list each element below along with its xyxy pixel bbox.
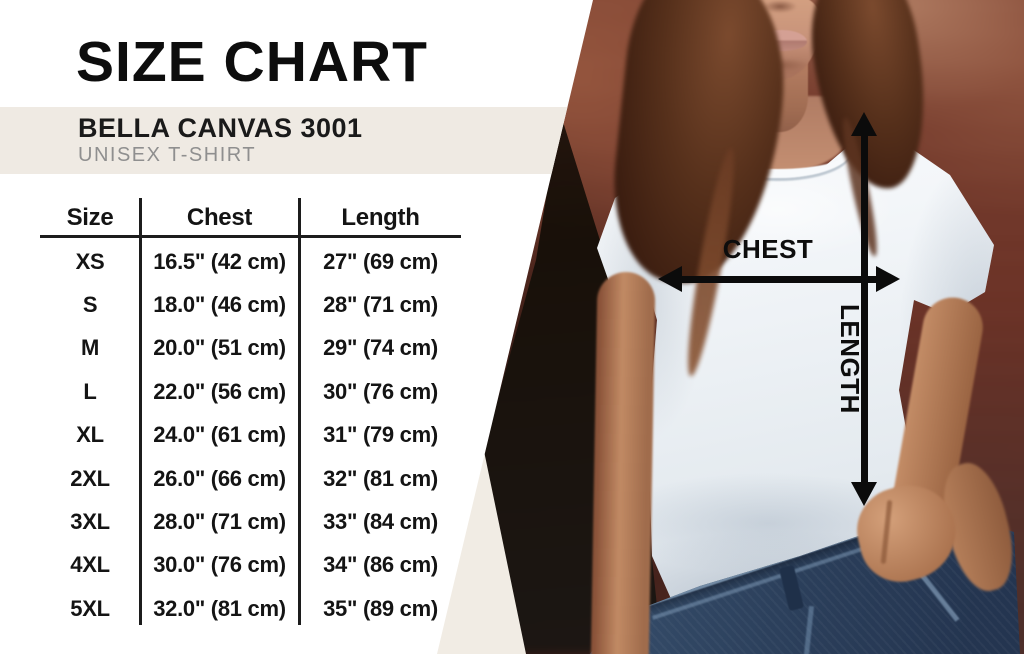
chest-arrow-line bbox=[680, 276, 878, 283]
model-left-arm bbox=[590, 271, 656, 654]
length-cell: 30" (76 cm) bbox=[323, 378, 438, 404]
length-cell: 27" (69 cm) bbox=[323, 248, 438, 274]
chest-cell: 32.0" (81 cm) bbox=[153, 595, 286, 621]
column-divider bbox=[139, 198, 142, 625]
length-cell: 34" (86 cm) bbox=[323, 552, 438, 578]
length-cell: 29" (74 cm) bbox=[323, 335, 438, 361]
size-cell: 2XL bbox=[70, 465, 110, 491]
chest-cell: 16.5" (42 cm) bbox=[153, 248, 286, 274]
table-row: 4XL 30.0" (76 cm) 34" (86 cm) bbox=[40, 544, 462, 587]
size-cell: M bbox=[80, 335, 100, 361]
chest-cell: 18.0" (46 cm) bbox=[153, 292, 286, 318]
chest-cell: 22.0" (56 cm) bbox=[153, 378, 286, 404]
size-table: XS 16.5" (42 cm) 27" (69 cm) S 18.0" (46 cm)… bbox=[40, 240, 462, 631]
size-cell: 3XL bbox=[70, 509, 110, 535]
length-cell: 28" (71 cm) bbox=[323, 292, 438, 318]
product-name: BELLA CANVAS 3001 bbox=[78, 113, 363, 144]
chest-cell: 20.0" (51 cm) bbox=[153, 335, 286, 361]
table-row: S 18.0" (46 cm) 28" (71 cm) bbox=[40, 283, 462, 326]
model-nose bbox=[763, 0, 797, 13]
chest-cell: 30.0" (76 cm) bbox=[153, 552, 286, 578]
chest-cell: 24.0" (61 cm) bbox=[153, 422, 286, 448]
product-band: BELLA CANVAS 3001 UNISEX T-SHIRT bbox=[0, 107, 582, 174]
size-cell: XL bbox=[76, 422, 104, 448]
length-cell: 35" (89 cm) bbox=[323, 595, 438, 621]
arrow-down-icon bbox=[851, 482, 877, 506]
chest-cell: 28.0" (71 cm) bbox=[153, 509, 286, 535]
arrow-left-icon bbox=[658, 266, 682, 292]
product-type: UNISEX T-SHIRT bbox=[78, 143, 257, 166]
table-row: M 20.0" (51 cm) 29" (74 cm) bbox=[40, 327, 462, 370]
table-row: XL 24.0" (61 cm) 31" (79 cm) bbox=[40, 414, 462, 457]
arrow-up-icon bbox=[851, 112, 877, 136]
table-row: L 22.0" (56 cm) 30" (76 cm) bbox=[40, 370, 462, 413]
chest-label: CHEST bbox=[722, 234, 814, 264]
table-row: XS 16.5" (42 cm) 27" (69 cm) bbox=[40, 240, 462, 283]
size-cell: 4XL bbox=[70, 552, 110, 578]
length-cell: 32" (81 cm) bbox=[323, 465, 438, 491]
column-header-chest: Chest bbox=[186, 204, 253, 231]
header-rule bbox=[40, 235, 461, 238]
size-cell: XS bbox=[75, 248, 105, 274]
table-row: 3XL 28.0" (71 cm) 33" (84 cm) bbox=[40, 500, 462, 543]
chest-cell: 26.0" (66 cm) bbox=[153, 465, 286, 491]
size-cell: S bbox=[82, 292, 98, 318]
size-cell: L bbox=[83, 378, 97, 404]
page-title: SIZE CHART bbox=[76, 30, 428, 94]
arrow-right-icon bbox=[876, 266, 900, 292]
column-divider bbox=[298, 198, 301, 625]
table-row: 5XL 32.0" (81 cm) 35" (89 cm) bbox=[40, 587, 462, 630]
length-label: LENGTH bbox=[835, 304, 865, 414]
column-header-length: Length bbox=[341, 204, 420, 231]
table-row: 2XL 26.0" (66 cm) 32" (81 cm) bbox=[40, 457, 462, 500]
size-cell: 5XL bbox=[70, 595, 110, 621]
column-header-size: Size bbox=[66, 204, 114, 231]
length-cell: 33" (84 cm) bbox=[323, 509, 438, 535]
jeans-fly-seam bbox=[802, 605, 815, 654]
length-arrow-line bbox=[861, 132, 868, 484]
tshirt-collar bbox=[704, 120, 852, 178]
jeans-belt-loop bbox=[778, 564, 805, 612]
length-cell: 31" (79 cm) bbox=[323, 422, 438, 448]
table-header: Size Chest Length bbox=[40, 200, 462, 236]
